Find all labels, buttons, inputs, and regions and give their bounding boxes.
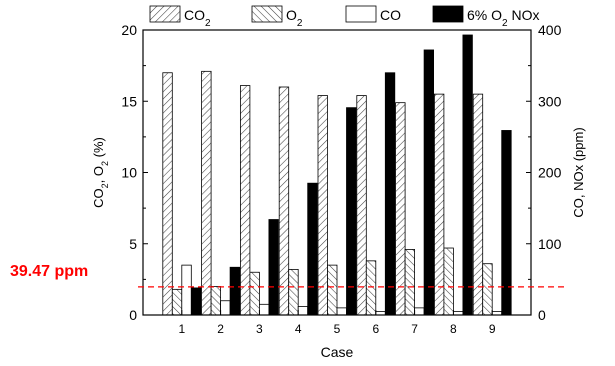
legend-swatch-o2 bbox=[251, 5, 283, 23]
bar-o2-case-4 bbox=[288, 268, 299, 316]
bar-o2-case-9 bbox=[482, 263, 493, 316]
right-tick-label: 200 bbox=[538, 165, 562, 181]
bar-co2-case-2 bbox=[201, 70, 212, 316]
x-axis-label: Case bbox=[321, 344, 354, 360]
bar-co-case-3 bbox=[258, 303, 270, 316]
x-tick-label: 9 bbox=[489, 322, 496, 336]
legend-label-co2: CO2 bbox=[184, 7, 211, 29]
legend-label-co: CO bbox=[380, 7, 401, 23]
bar-co2-case-4 bbox=[278, 86, 290, 316]
bar-co2-case-6 bbox=[356, 95, 367, 316]
right-tick-label: 100 bbox=[538, 236, 562, 252]
legend-label-o2: O2 bbox=[286, 7, 303, 29]
x-tick-label: 2 bbox=[217, 322, 224, 336]
bars bbox=[162, 34, 512, 316]
left-tick-label: 10 bbox=[121, 165, 137, 181]
bar-o2-case-6 bbox=[365, 260, 377, 316]
bar-co2-case-3 bbox=[239, 85, 251, 316]
legend-label-6-o2-nox: 6% O2 NOx bbox=[467, 7, 539, 29]
x-tick-label: 1 bbox=[178, 322, 185, 336]
left-axis: 0 5 10 15 20 CO2, O2 (%) bbox=[91, 22, 148, 323]
bar-co-case-4 bbox=[297, 306, 309, 316]
bar-co2-case-8 bbox=[433, 93, 445, 316]
bar-co2-case-1 bbox=[162, 72, 173, 316]
right-tick-label: 0 bbox=[538, 307, 546, 323]
legend: CO2 O2 CO 6% O2 NOx bbox=[149, 5, 539, 29]
legend-swatch-6-o2-nox bbox=[432, 5, 464, 23]
reference-line-group: 39.47 ppm bbox=[10, 263, 568, 288]
x-tick-label: 3 bbox=[256, 322, 263, 336]
bar-6-o2-nox-case-1 bbox=[190, 287, 202, 316]
left-tick-label: 15 bbox=[121, 93, 137, 109]
right-axis: 0 100 200 300 400 CO, NOx (ppm) bbox=[526, 22, 586, 323]
bar-6-o2-nox-case-4 bbox=[307, 182, 318, 316]
left-tick-label: 0 bbox=[129, 307, 137, 323]
left-tick-label: 20 bbox=[121, 22, 137, 38]
x-tick-label: 6 bbox=[372, 322, 379, 336]
bar-co2-case-5 bbox=[317, 95, 328, 316]
legend-swatch-co2 bbox=[149, 5, 181, 23]
bar-o2-case-8 bbox=[443, 247, 454, 316]
bar-6-o2-nox-case-5 bbox=[346, 107, 357, 316]
bar-co-case-5 bbox=[336, 307, 347, 316]
bar-o2-case-3 bbox=[249, 271, 260, 316]
left-axis-label: CO2, O2 (%) bbox=[91, 137, 110, 208]
x-tick-label: 7 bbox=[411, 322, 418, 336]
bar-co-case-7 bbox=[414, 307, 425, 316]
x-tick-label: 8 bbox=[450, 322, 457, 336]
legend-swatch-co bbox=[345, 5, 377, 23]
bar-co-case-2 bbox=[220, 300, 231, 316]
right-axis-label: CO, NOx (ppm) bbox=[571, 127, 586, 217]
bar-6-o2-nox-case-3 bbox=[268, 219, 279, 316]
bar-o2-case-7 bbox=[404, 249, 416, 316]
bar-6-o2-nox-case-6 bbox=[384, 72, 396, 316]
right-tick-label: 400 bbox=[538, 22, 562, 38]
x-tick-label: 4 bbox=[295, 322, 302, 336]
bar-o2-case-5 bbox=[327, 264, 338, 316]
bar-6-o2-nox-case-7 bbox=[423, 49, 435, 316]
bar-co-case-1 bbox=[181, 264, 192, 316]
bar-6-o2-nox-case-2 bbox=[229, 266, 241, 316]
bar-o2-case-1 bbox=[171, 288, 183, 316]
x-axis: 1 2 3 4 5 6 7 8 9 Case bbox=[178, 310, 496, 360]
bar-co2-case-7 bbox=[395, 102, 406, 316]
right-tick-label: 300 bbox=[538, 93, 562, 109]
bar-co2-case-9 bbox=[472, 93, 484, 316]
left-tick-label: 5 bbox=[129, 236, 137, 252]
bar-6-o2-nox-case-8 bbox=[462, 34, 473, 316]
bar-o2-case-2 bbox=[210, 286, 222, 316]
reference-line-label: 39.47 ppm bbox=[10, 263, 88, 280]
x-tick-label: 5 bbox=[334, 322, 341, 336]
